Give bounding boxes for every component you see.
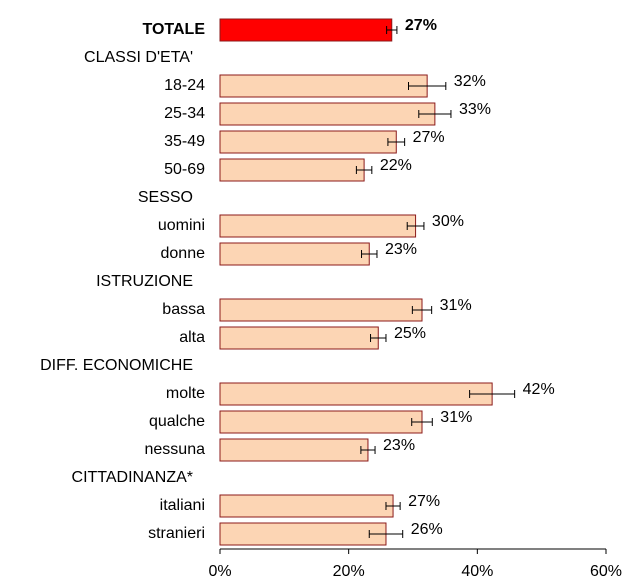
value-label: 30%	[432, 213, 464, 230]
category-label: bassa	[162, 301, 205, 318]
category-label: molte	[166, 385, 205, 402]
section-label: ISTRUZIONE	[96, 273, 193, 290]
value-label: 22%	[380, 157, 412, 174]
value-label: 31%	[440, 297, 472, 314]
x-tick-label: 20%	[333, 563, 365, 580]
bar	[219, 438, 369, 462]
category-label: nessuna	[145, 441, 206, 458]
bar	[219, 74, 428, 98]
bar	[219, 494, 394, 518]
category-label: italiani	[160, 497, 205, 514]
x-tick-label: 60%	[590, 563, 622, 580]
bar	[219, 326, 379, 350]
value-label: 26%	[411, 521, 443, 538]
bar	[219, 298, 423, 322]
section-label: SESSO	[138, 189, 193, 206]
x-tick-label: 0%	[208, 563, 231, 580]
category-label: 18-24	[164, 77, 205, 94]
category-label: 50-69	[164, 161, 205, 178]
x-tick-label: 40%	[461, 563, 493, 580]
category-label: TOTALE	[142, 21, 205, 38]
bar	[219, 18, 393, 42]
bar	[219, 214, 417, 238]
category-label: 25-34	[164, 105, 205, 122]
value-label: 23%	[383, 437, 415, 454]
bar	[219, 410, 423, 434]
bar	[219, 522, 387, 546]
section-label: CLASSI D'ETA'	[84, 49, 193, 66]
bar	[219, 102, 436, 126]
section-label: CITTADINANZA*	[72, 469, 193, 486]
category-label: 35-49	[164, 133, 205, 150]
category-label: donne	[161, 245, 206, 262]
category-label: alta	[179, 329, 205, 346]
value-label: 27%	[413, 129, 445, 146]
bar	[219, 158, 365, 182]
value-label: 25%	[394, 325, 426, 342]
bar	[219, 382, 493, 406]
bar	[219, 130, 397, 154]
value-label: 31%	[440, 409, 472, 426]
value-label: 23%	[385, 241, 417, 258]
category-label: uomini	[158, 217, 205, 234]
category-label: qualche	[149, 413, 205, 430]
bar	[219, 242, 370, 266]
value-label: 27%	[405, 17, 437, 34]
value-label: 33%	[459, 101, 491, 118]
value-label: 32%	[454, 73, 486, 90]
value-label: 42%	[523, 381, 555, 398]
value-label: 27%	[408, 493, 440, 510]
section-label: DIFF. ECONOMICHE	[40, 357, 193, 374]
category-label: stranieri	[148, 525, 205, 542]
